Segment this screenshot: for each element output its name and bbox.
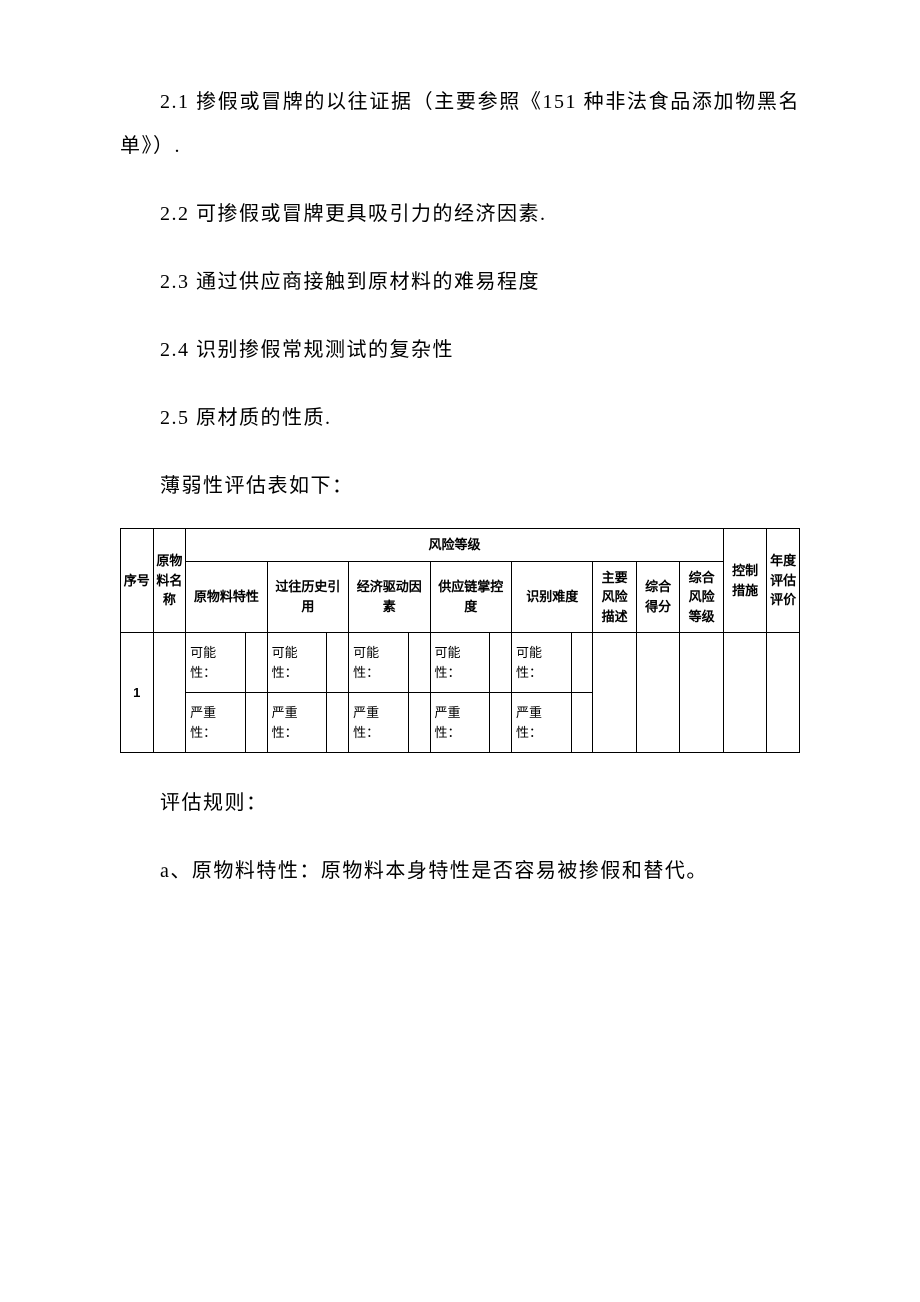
td-total-score (636, 633, 679, 753)
paragraph-2-5: 2.5 原材质的性质. (120, 396, 800, 440)
td-possibility: 可能性： (349, 633, 409, 693)
th-control-measure: 控制措施 (723, 529, 766, 633)
td-severity: 严重性： (430, 693, 490, 753)
td-material-name (153, 633, 186, 753)
td-possibility-val (327, 633, 349, 693)
td-severity-val (408, 693, 430, 753)
td-severity: 严重性： (267, 693, 327, 753)
th-material-name: 原物料名称 (153, 529, 186, 633)
paragraph-2-2: 2.2 可掺假或冒牌更具吸引力的经济因素. (120, 192, 800, 236)
rule-a: a、原物料特性：原物料本身特性是否容易被掺假和替代。 (120, 849, 800, 893)
td-possibility-val (490, 633, 512, 693)
td-severity: 严重性： (511, 693, 571, 753)
th-seq: 序号 (121, 529, 154, 633)
th-supply-chain: 供应链掌控度 (430, 561, 511, 633)
td-possibility: 可能性： (511, 633, 571, 693)
td-severity: 严重性： (349, 693, 409, 753)
th-economic-drive: 经济驱动因素 (349, 561, 430, 633)
td-annual (767, 633, 800, 753)
paragraph-2-1: 2.1 掺假或冒牌的以往证据（主要参照《151 种非法食品添加物黑名单》）. (120, 80, 800, 168)
th-material-char: 原物料特性 (186, 561, 267, 633)
rules-title: 评估规则： (120, 781, 800, 825)
th-risk-level: 风险等级 (186, 529, 724, 562)
paragraph-2-4: 2.4 识别掺假常规测试的复杂性 (120, 328, 800, 372)
th-main-risk-desc: 主要风险描述 (593, 561, 636, 633)
th-history-ref: 过往历史引用 (267, 561, 348, 633)
td-severity-val (571, 693, 593, 753)
table-row: 1 可能性： 可能性： 可能性： 可能性： 可能性： (121, 633, 800, 693)
td-severity-val (245, 693, 267, 753)
th-total-risk-level: 综合风险等级 (680, 561, 724, 633)
td-possibility: 可能性： (267, 633, 327, 693)
th-total-score: 综合得分 (636, 561, 679, 633)
td-possibility: 可能性： (186, 633, 246, 693)
td-possibility-val (245, 633, 267, 693)
td-severity-val (327, 693, 349, 753)
td-possibility-val (408, 633, 430, 693)
table-header-row-2: 原物料特性 过往历史引用 经济驱动因素 供应链掌控度 识别难度 主要风险描述 综… (121, 561, 800, 633)
table-header-row-1: 序号 原物料名称 风险等级 控制措施 年度评估评价 (121, 529, 800, 562)
td-severity-val (490, 693, 512, 753)
td-possibility: 可能性： (430, 633, 490, 693)
th-annual-eval: 年度评估评价 (767, 529, 800, 633)
td-possibility-val (571, 633, 593, 693)
vulnerability-assessment-table: 序号 原物料名称 风险等级 控制措施 年度评估评价 原物料特性 过往历史引用 经… (120, 528, 800, 753)
td-main-risk (593, 633, 636, 753)
td-severity: 严重性： (186, 693, 246, 753)
table-intro: 薄弱性评估表如下： (120, 464, 800, 508)
th-identify-diff: 识别难度 (511, 561, 592, 633)
paragraph-2-3: 2.3 通过供应商接触到原材料的难易程度 (120, 260, 800, 304)
td-total-risk-level (680, 633, 724, 753)
td-control (723, 633, 766, 753)
td-seq: 1 (121, 633, 154, 753)
